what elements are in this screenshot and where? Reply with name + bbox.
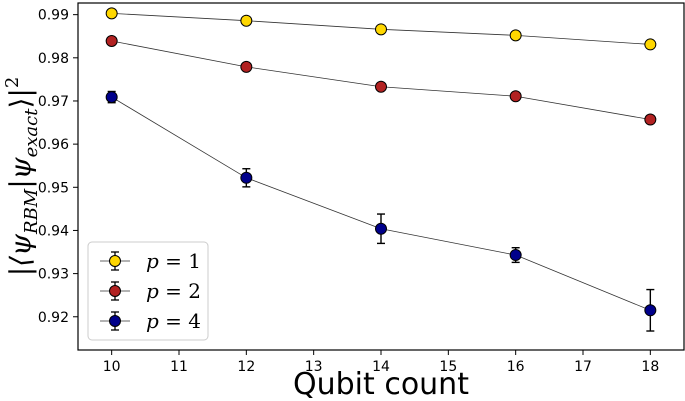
y-axis-ticks: 0.92 0.93 0.94 0.95 0.96 0.97 0.98 0.99 <box>38 8 78 326</box>
plot-area <box>105 7 657 332</box>
legend-marker <box>109 255 121 267</box>
legend-value: = 4 <box>165 309 201 333</box>
x-tick-label: 10 <box>103 359 121 375</box>
y-label-sub-rbm: RBM <box>21 188 42 235</box>
data-point <box>644 38 657 51</box>
y-tick-label: 0.92 <box>38 310 69 326</box>
x-tick-label: 16 <box>507 359 525 375</box>
y-label-sub-exact: exact <box>21 108 42 158</box>
y-tick-label: 0.98 <box>38 51 69 67</box>
y-axis-label: |⟨ψRBM|ψexact⟩|2 <box>2 77 42 277</box>
x-axis-ticks: 10 11 12 13 14 15 16 17 18 <box>103 350 659 375</box>
legend-var: p <box>146 279 165 303</box>
legend-item: p = 4 <box>100 309 201 333</box>
y-label-prefix: |⟨ψ <box>4 233 37 276</box>
series-2 <box>105 34 657 126</box>
x-tick-label: 15 <box>439 359 457 375</box>
legend-value: = 2 <box>165 279 201 303</box>
y-tick-label: 0.96 <box>38 137 69 153</box>
data-point <box>509 90 522 103</box>
legend-item: p = 1 <box>100 249 201 273</box>
legend-label: p = 4 <box>146 309 201 333</box>
legend-var: p <box>146 249 165 273</box>
legend-marker <box>109 285 121 297</box>
y-label-suffix: ⟩| <box>4 88 37 108</box>
legend-label: p = 2 <box>146 279 201 303</box>
x-tick-label: 11 <box>170 359 188 375</box>
data-point <box>644 113 657 126</box>
legend-var: p <box>146 309 165 333</box>
data-point <box>644 304 657 317</box>
data-point <box>105 34 118 47</box>
legend-label: p = 1 <box>146 249 201 273</box>
x-tick-label: 18 <box>641 359 659 375</box>
series-1 <box>105 7 657 51</box>
data-point <box>240 171 253 184</box>
data-point <box>105 91 118 104</box>
x-tick-label: 14 <box>372 359 390 375</box>
x-tick-label: 12 <box>237 359 255 375</box>
legend-frame <box>87 241 209 341</box>
legend-value: = 1 <box>165 249 201 273</box>
data-point <box>509 29 522 42</box>
data-point <box>240 14 253 27</box>
series-line <box>111 40 651 120</box>
x-tick-label: 17 <box>574 359 592 375</box>
y-tick-label: 0.94 <box>38 223 69 239</box>
x-tick-label: 13 <box>305 359 323 375</box>
series-3 <box>105 90 657 332</box>
y-tick-label: 0.97 <box>38 94 69 110</box>
y-label-middle: |ψ <box>4 156 37 188</box>
data-point <box>375 23 387 36</box>
data-point <box>105 7 118 20</box>
y-tick-label: 0.93 <box>38 267 69 283</box>
y-tick-label: 0.95 <box>38 180 69 196</box>
data-point <box>375 222 387 235</box>
legend-item: p = 2 <box>100 279 201 303</box>
legend-marker <box>109 315 121 327</box>
y-label-sup: 2 <box>2 77 23 88</box>
data-point <box>375 80 387 93</box>
data-point <box>509 249 522 262</box>
y-tick-label: 0.99 <box>38 8 69 24</box>
data-point <box>240 60 253 73</box>
legend: p = 1p = 2p = 4 <box>87 241 209 341</box>
x-axis-label: Qubit count <box>293 367 469 401</box>
